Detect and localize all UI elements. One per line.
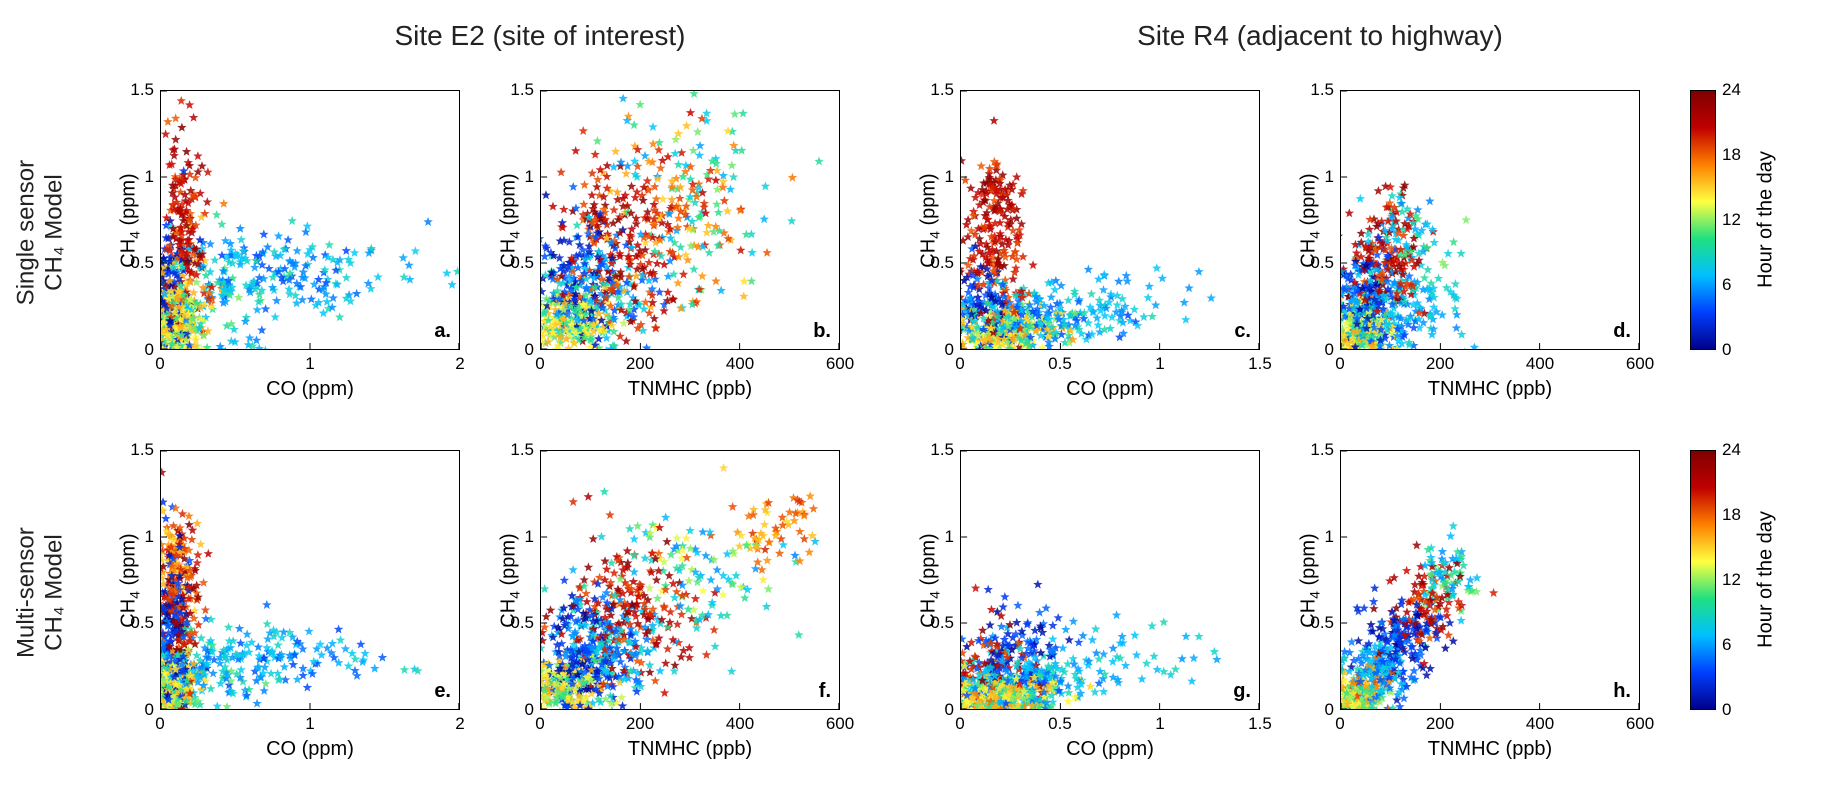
panel-label-g: g. bbox=[1233, 680, 1251, 703]
y-tick: 1 bbox=[114, 527, 154, 547]
panel-b: b. bbox=[540, 90, 840, 350]
y-tick: 1 bbox=[494, 527, 534, 547]
y-tick: 1 bbox=[494, 167, 534, 187]
y-tick: 1.5 bbox=[494, 80, 534, 100]
x-tick: 0.5 bbox=[1035, 714, 1085, 734]
x-axis-label-d: TNMHC (ppb) bbox=[1390, 378, 1590, 401]
y-tick: 1.5 bbox=[1294, 80, 1334, 100]
colorbar-tick: 6 bbox=[1722, 275, 1731, 295]
x-axis-label-e: CO (ppm) bbox=[210, 738, 410, 761]
colorbar-tick: 0 bbox=[1722, 700, 1731, 720]
colorbar-tick: 24 bbox=[1722, 440, 1741, 460]
colorbar-tick: 12 bbox=[1722, 210, 1741, 230]
panel-label-e: e. bbox=[434, 680, 451, 703]
panel-label-h: h. bbox=[1613, 680, 1631, 703]
panel-g: g. bbox=[960, 450, 1260, 710]
row-title-1: Single sensorCH₄ Model bbox=[12, 83, 67, 383]
x-tick: 0 bbox=[935, 354, 985, 374]
y-tick: 1.5 bbox=[494, 440, 534, 460]
x-tick: 1 bbox=[285, 354, 335, 374]
y-tick: 0.5 bbox=[114, 253, 154, 273]
y-tick: 1 bbox=[914, 527, 954, 547]
panel-label-d: d. bbox=[1613, 320, 1631, 343]
colorbar-label-1: Hour of the day bbox=[1755, 490, 1778, 670]
panel-label-b: b. bbox=[813, 320, 831, 343]
x-tick: 200 bbox=[1415, 714, 1465, 734]
x-tick: 2 bbox=[435, 714, 485, 734]
x-tick: 0 bbox=[135, 714, 185, 734]
x-tick: 400 bbox=[715, 354, 765, 374]
colorbar-tick: 12 bbox=[1722, 570, 1741, 590]
panel-d: d. bbox=[1340, 90, 1640, 350]
x-tick: 1.5 bbox=[1235, 714, 1285, 734]
y-tick: 1 bbox=[1294, 527, 1334, 547]
x-tick: 0 bbox=[515, 354, 565, 374]
x-axis-label-g: CO (ppm) bbox=[1010, 738, 1210, 761]
y-tick: 0.5 bbox=[494, 613, 534, 633]
x-tick: 600 bbox=[815, 714, 865, 734]
x-tick: 400 bbox=[1515, 714, 1565, 734]
colorbar-label-0: Hour of the day bbox=[1755, 130, 1778, 310]
x-tick: 400 bbox=[715, 714, 765, 734]
x-tick: 600 bbox=[815, 354, 865, 374]
colorbar-tick: 0 bbox=[1722, 340, 1731, 360]
y-tick: 1 bbox=[114, 167, 154, 187]
y-tick: 1 bbox=[914, 167, 954, 187]
x-axis-label-c: CO (ppm) bbox=[1010, 378, 1210, 401]
panel-label-f: f. bbox=[819, 680, 831, 703]
x-tick: 0 bbox=[1315, 354, 1365, 374]
x-tick: 0.5 bbox=[1035, 354, 1085, 374]
y-tick: 1.5 bbox=[1294, 440, 1334, 460]
panel-f: f. bbox=[540, 450, 840, 710]
x-tick: 200 bbox=[1415, 354, 1465, 374]
x-axis-label-h: TNMHC (ppb) bbox=[1390, 738, 1590, 761]
y-tick: 1.5 bbox=[114, 440, 154, 460]
x-tick: 0 bbox=[515, 714, 565, 734]
x-axis-label-f: TNMHC (ppb) bbox=[590, 738, 790, 761]
x-tick: 600 bbox=[1615, 714, 1665, 734]
y-tick: 0.5 bbox=[914, 253, 954, 273]
colorbar-row-2 bbox=[1690, 450, 1716, 710]
panel-a: a. bbox=[160, 90, 460, 350]
y-tick: 0.5 bbox=[114, 613, 154, 633]
x-tick: 0 bbox=[935, 714, 985, 734]
y-tick: 0.5 bbox=[1294, 253, 1334, 273]
figure-container: Site E2 (site of interest) Site R4 (adja… bbox=[10, 10, 1820, 778]
col-title-e2: Site E2 (site of interest) bbox=[290, 20, 790, 52]
y-tick: 0.5 bbox=[914, 613, 954, 633]
x-tick: 400 bbox=[1515, 354, 1565, 374]
x-tick: 0 bbox=[135, 354, 185, 374]
panel-c: c. bbox=[960, 90, 1260, 350]
x-tick: 2 bbox=[435, 354, 485, 374]
x-tick: 1 bbox=[1135, 354, 1185, 374]
x-tick: 0 bbox=[1315, 714, 1365, 734]
x-tick: 200 bbox=[615, 354, 665, 374]
x-axis-label-b: TNMHC (ppb) bbox=[590, 378, 790, 401]
y-tick: 0.5 bbox=[1294, 613, 1334, 633]
colorbar-tick: 18 bbox=[1722, 505, 1741, 525]
colorbar-tick: 6 bbox=[1722, 635, 1731, 655]
col-title-r4: Site R4 (adjacent to highway) bbox=[1040, 20, 1600, 52]
y-tick: 0.5 bbox=[494, 253, 534, 273]
x-tick: 200 bbox=[615, 714, 665, 734]
colorbar-tick: 24 bbox=[1722, 80, 1741, 100]
y-tick: 1.5 bbox=[914, 440, 954, 460]
panel-h: h. bbox=[1340, 450, 1640, 710]
y-tick: 1 bbox=[1294, 167, 1334, 187]
x-tick: 1 bbox=[1135, 714, 1185, 734]
x-tick: 1 bbox=[285, 714, 335, 734]
panel-label-c: c. bbox=[1234, 320, 1251, 343]
y-tick: 1.5 bbox=[114, 80, 154, 100]
y-tick: 1.5 bbox=[914, 80, 954, 100]
colorbar-row-1 bbox=[1690, 90, 1716, 350]
row-title-2: Multi-sensorCH₄ Model bbox=[12, 443, 67, 743]
colorbar-tick: 18 bbox=[1722, 145, 1741, 165]
x-axis-label-a: CO (ppm) bbox=[210, 378, 410, 401]
x-tick: 600 bbox=[1615, 354, 1665, 374]
panel-e: e. bbox=[160, 450, 460, 710]
x-tick: 1.5 bbox=[1235, 354, 1285, 374]
panel-label-a: a. bbox=[434, 320, 451, 343]
